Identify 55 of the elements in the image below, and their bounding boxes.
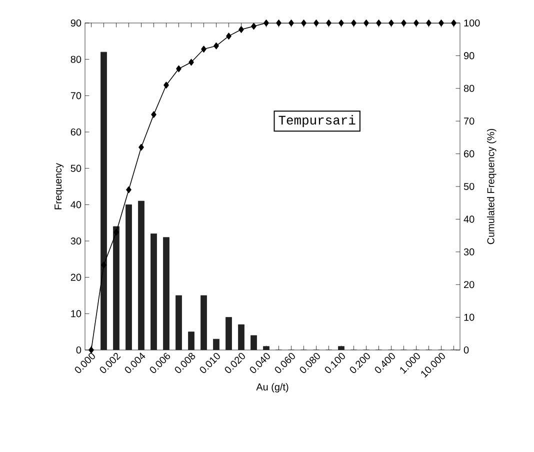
y-tick-label: 70 — [70, 92, 82, 100]
annotation: Tempursari — [278, 115, 356, 128]
y2-tick-label: 10 — [464, 314, 474, 321]
point — [426, 20, 432, 26]
point — [288, 20, 294, 26]
point — [326, 20, 332, 26]
y-axis-title: Frequency — [54, 162, 64, 210]
point — [164, 82, 169, 89]
point — [388, 20, 394, 26]
point — [214, 42, 219, 50]
point — [364, 20, 369, 26]
point — [451, 20, 456, 26]
y-tick-label: 80 — [70, 56, 82, 63]
y-tick-label: 30 — [70, 237, 82, 245]
point — [338, 20, 344, 26]
point — [126, 186, 132, 194]
y2-tick-label: 20 — [464, 281, 474, 288]
point — [276, 20, 282, 26]
y2-tick-label: 90 — [464, 52, 474, 60]
y-tick-label: 10 — [71, 310, 82, 318]
y2-tick-label: 80 — [464, 84, 474, 92]
point — [176, 65, 182, 72]
point — [414, 20, 419, 26]
point — [301, 20, 306, 26]
point — [314, 20, 319, 26]
y2-tick-label: 30 — [464, 248, 474, 256]
y-tick-label: 20 — [70, 274, 82, 281]
point — [238, 26, 244, 33]
point — [251, 22, 256, 30]
point — [264, 20, 269, 26]
point — [151, 111, 156, 118]
y2-tick-label: 50 — [464, 182, 474, 190]
point — [188, 58, 194, 66]
point — [376, 20, 382, 26]
y-tick-label: 60 — [70, 128, 82, 136]
y-tick-label: 0 — [76, 346, 82, 354]
point — [438, 20, 444, 26]
y2-tick-label: 40 — [464, 216, 474, 223]
y2-tick-label: 70 — [464, 118, 474, 125]
y2-tick-label: 60 — [464, 150, 474, 158]
y-tick-label: 40 — [70, 201, 82, 208]
point — [101, 262, 106, 268]
point — [351, 20, 356, 26]
y-tick-label: 50 — [70, 164, 82, 172]
y2-tick-label: 100 — [464, 19, 480, 27]
point — [401, 20, 406, 26]
y2-tick-label: 0 — [464, 346, 469, 354]
point — [88, 346, 94, 354]
y-tick-label: 90 — [70, 19, 82, 27]
point — [226, 32, 232, 40]
x-axis-title: Au (g/t) — [256, 383, 288, 392]
point — [114, 228, 119, 236]
point — [201, 46, 206, 53]
point — [138, 144, 144, 151]
y2-axis-title: Cumulated Frequency (%) — [486, 129, 496, 244]
